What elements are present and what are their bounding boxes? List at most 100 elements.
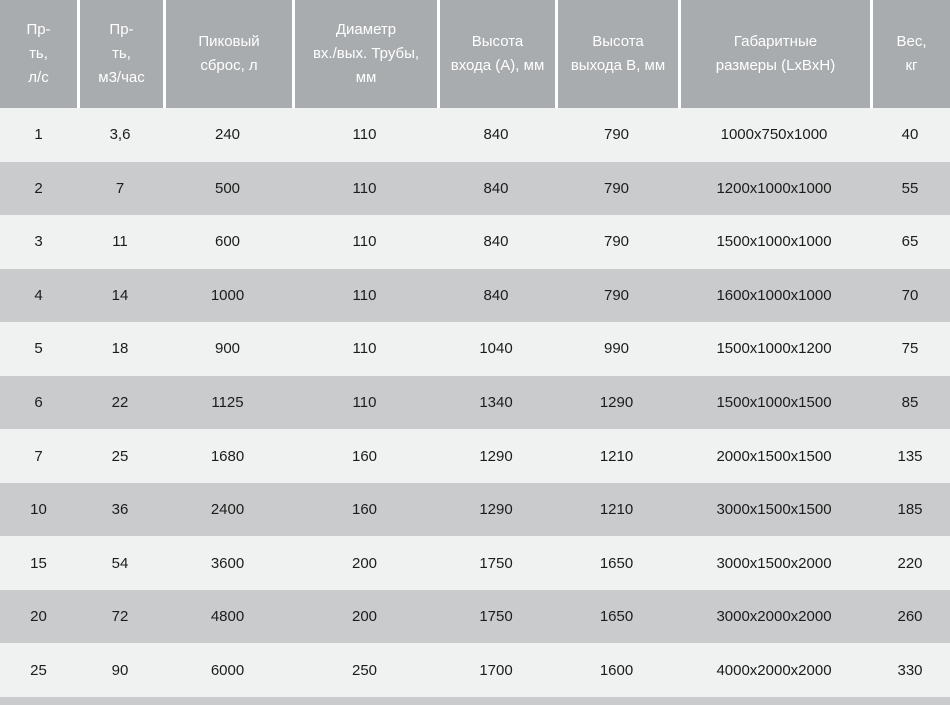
cell-productivity-ls: 25	[30, 661, 47, 679]
column-header-inlet-height: Высота входа (А), мм	[437, 0, 555, 108]
cell-weight: 40	[901, 126, 919, 144]
column-header-outlet-height: Высота выхода В, мм	[555, 0, 678, 108]
table-body: 1 3,6 240 110 840 790 1000x750x1000 40 2 7 500 110 8…	[0, 108, 950, 698]
cell-outlet-height: 1650	[599, 554, 634, 572]
cell-dimensions: 3000x2000x2000	[716, 608, 832, 626]
table-row: 2 7 500 110 840 790 1200x1000x1000 55	[0, 161, 950, 216]
cell-outlet-height: 990	[603, 340, 630, 358]
cell-pipe-diameter: 160	[351, 447, 378, 465]
cell-productivity-m3h: 72	[111, 608, 129, 626]
cell-inlet-height: 840	[483, 233, 509, 251]
cell-peak-discharge: 1000	[210, 286, 245, 304]
cell-outlet-height: 1290	[599, 394, 634, 411]
cell-outlet-height: 790	[603, 233, 630, 251]
cell-productivity-ls: 5	[34, 340, 43, 358]
cell-outlet-height: 790	[603, 286, 630, 304]
cell-inlet-height: 1750	[479, 554, 513, 572]
cell-inlet-height: 1290	[479, 447, 513, 465]
table-row: 25 90 6000 250 1700 1600 4000x2000x2000 330	[0, 643, 950, 698]
cell-weight: 330	[897, 661, 923, 679]
cell-peak-discharge: 600	[214, 233, 241, 251]
cell-peak-discharge: 4800	[210, 608, 245, 626]
cell-inlet-height: 1700	[479, 661, 513, 679]
cell-pipe-diameter: 160	[351, 501, 378, 519]
column-header-dimensions: Габаритные размеры (LxBxH)	[678, 0, 870, 108]
cell-pipe-diameter: 110	[352, 126, 377, 144]
table-row: 5 18 900 110 1040 990 1500x1000x1200 75	[0, 322, 950, 376]
table-row: 7 25 1680 160 1290 1210 2000x1500x1500 135	[0, 429, 950, 483]
cell-pipe-diameter: 250	[351, 661, 378, 679]
cell-productivity-m3h: 14	[111, 286, 129, 304]
cell-productivity-ls: 1	[34, 126, 43, 144]
cell-productivity-m3h: 36	[111, 501, 129, 519]
table-row: 3 11 600 110 840 790 1500x1000x1000 65	[0, 215, 950, 269]
cell-weight: 85	[901, 394, 919, 411]
column-header-productivity-ls: Пр- ть, л/с	[0, 0, 77, 108]
cell-productivity-ls: 3	[34, 233, 43, 251]
cell-pipe-diameter: 110	[352, 179, 377, 197]
cell-inlet-height: 840	[483, 179, 509, 197]
cell-dimensions: 3000x1500x2000	[716, 554, 832, 572]
cell-peak-discharge: 1680	[210, 447, 245, 465]
cell-productivity-m3h: 3,6	[109, 126, 131, 144]
cell-outlet-height: 790	[603, 126, 630, 144]
cell-inlet-height: 840	[483, 126, 509, 144]
cell-weight: 260	[897, 608, 923, 626]
cell-peak-discharge: 900	[214, 340, 241, 358]
cell-dimensions: 1600x1000x1000	[716, 286, 832, 304]
cell-dimensions: 1200x1000x1000	[716, 179, 832, 197]
partial-next-row	[0, 697, 950, 705]
cell-productivity-ls: 10	[30, 501, 47, 519]
cell-pipe-diameter: 110	[352, 233, 377, 251]
cell-peak-discharge: 1125	[211, 394, 244, 411]
cell-outlet-height: 1210	[599, 501, 634, 519]
cell-dimensions: 1000x750x1000	[720, 126, 828, 144]
cell-outlet-height: 1210	[599, 447, 634, 465]
cell-peak-discharge: 2400	[210, 501, 245, 519]
table-row: 20 72 4800 200 1750 1650 3000x2000x2000 260	[0, 589, 950, 644]
cell-dimensions: 1500x1000x1000	[716, 233, 832, 251]
table-row: 15 54 3600 200 1750 1650 3000x1500x2000 220	[0, 536, 950, 590]
column-header-peak-discharge: Пиковый сброс, л	[163, 0, 292, 108]
cell-outlet-height: 790	[603, 179, 630, 197]
table-row: 10 36 2400 160 1290 1210 3000x1500x1500 185	[0, 482, 950, 537]
cell-weight: 55	[901, 179, 919, 197]
cell-dimensions: 4000x2000x2000	[716, 661, 832, 679]
cell-productivity-m3h: 25	[111, 447, 129, 465]
cell-weight: 70	[901, 286, 919, 304]
cell-weight: 65	[901, 233, 919, 251]
cell-productivity-m3h: 11	[112, 233, 128, 251]
column-header-productivity-m3h: Пр- ть, м3/час	[77, 0, 163, 108]
cell-peak-discharge: 6000	[210, 661, 245, 679]
table-header-row: Пр- ть, л/с Пр- ть, м3/час Пиковый сброс, …	[0, 0, 950, 108]
cell-productivity-ls: 15	[30, 554, 47, 572]
cell-inlet-height: 1340	[479, 394, 513, 411]
cell-weight: 185	[897, 501, 923, 519]
cell-productivity-m3h: 18	[111, 340, 129, 358]
cell-outlet-height: 1650	[599, 608, 634, 626]
cell-dimensions: 2000x1500x1500	[716, 447, 832, 465]
table-row: 4 14 1000 110 840 790 1600x1000x1000 70	[0, 268, 950, 323]
cell-productivity-ls: 2	[34, 179, 43, 197]
cell-productivity-m3h: 7	[115, 179, 125, 197]
cell-weight: 75	[901, 340, 919, 358]
cell-peak-discharge: 240	[214, 126, 241, 144]
cell-pipe-diameter: 200	[351, 608, 378, 626]
cell-pipe-diameter: 110	[352, 286, 377, 304]
cell-weight: 135	[897, 447, 923, 465]
cell-productivity-ls: 20	[30, 608, 47, 626]
cell-weight: 220	[897, 554, 923, 572]
cell-inlet-height: 840	[483, 286, 509, 304]
table-row: 1 3,6 240 110 840 790 1000x750x1000 40	[0, 108, 950, 162]
cell-productivity-ls: 4	[34, 286, 43, 304]
cell-productivity-m3h: 22	[111, 394, 129, 411]
cell-dimensions: 1500x1000x1500	[716, 394, 832, 411]
cell-pipe-diameter: 110	[352, 340, 377, 358]
cell-peak-discharge: 500	[214, 179, 241, 197]
cell-inlet-height: 1750	[479, 608, 513, 626]
cell-outlet-height: 1600	[599, 661, 634, 679]
cell-pipe-diameter: 110	[352, 394, 377, 411]
cell-peak-discharge: 3600	[210, 554, 245, 572]
cell-inlet-height: 1290	[479, 501, 513, 519]
